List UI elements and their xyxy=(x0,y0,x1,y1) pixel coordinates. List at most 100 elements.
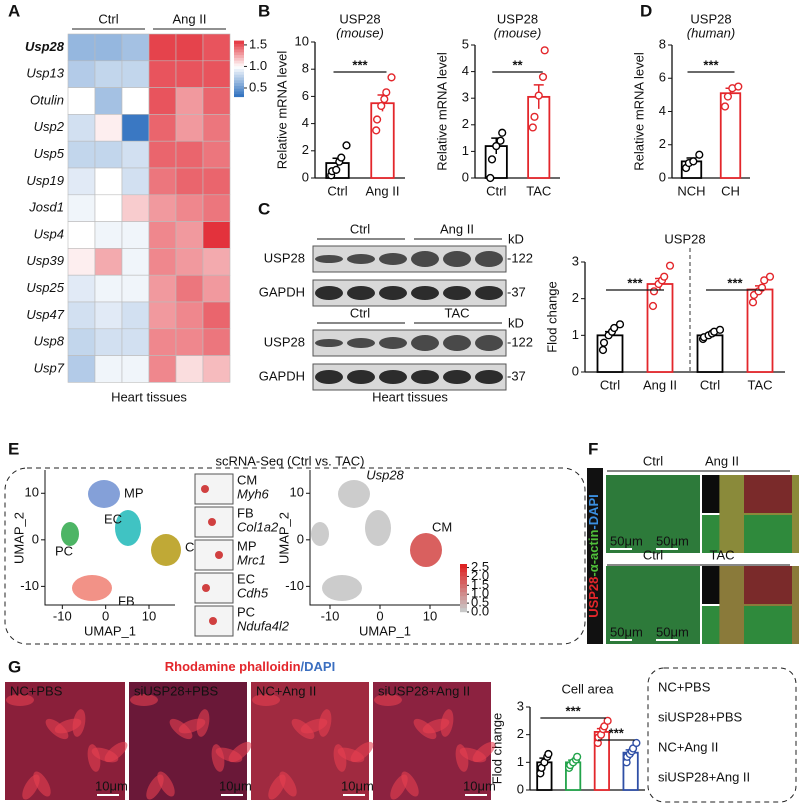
heat-cell xyxy=(94,60,123,88)
marker-gene: Ndufa4l2 xyxy=(237,618,290,633)
y-tick-label: 0 xyxy=(297,531,304,546)
scrna-title: scRNA-Seq (Ctrl vs. TAC) xyxy=(215,453,364,468)
cells-title-part: Rhodamine phalloidin xyxy=(165,659,301,674)
heat-cell xyxy=(148,301,177,330)
heat-cell xyxy=(67,33,96,62)
y-tick-label: 2 xyxy=(517,726,524,741)
colorbar-step xyxy=(460,596,467,601)
heat-cell xyxy=(94,140,123,169)
heat-cell xyxy=(175,33,204,62)
x-tick-label: Ctrl xyxy=(327,183,347,198)
row-label: Josd1 xyxy=(28,200,64,215)
blot-band xyxy=(411,251,439,267)
colorbar-step xyxy=(460,604,467,609)
gene-cluster: CM xyxy=(432,519,452,534)
row-label: Usp28 xyxy=(25,39,65,54)
blot-protein: USP28 xyxy=(264,250,305,265)
colorbar-label: 2.0 xyxy=(471,568,489,583)
heat-cell xyxy=(67,194,96,222)
data-point xyxy=(715,325,725,334)
heat-cell xyxy=(202,167,231,196)
x-tick-label: Ctrl xyxy=(600,377,620,392)
data-point xyxy=(599,338,609,347)
umap-axes xyxy=(44,470,175,606)
blot-protein: GAPDH xyxy=(259,284,305,299)
y-label: UMAP_2 xyxy=(11,512,26,564)
heat-cell xyxy=(121,87,150,115)
data-point xyxy=(382,88,391,97)
data-point xyxy=(723,92,733,101)
marker-spot xyxy=(215,551,223,559)
panel-label: E xyxy=(8,439,19,458)
cluster-blob xyxy=(61,522,79,546)
heat-cell xyxy=(202,194,231,222)
data-point xyxy=(734,82,743,91)
heat-cell xyxy=(148,33,177,62)
panel-label: D xyxy=(640,1,652,20)
panel-label: B xyxy=(258,1,270,20)
data-point xyxy=(598,345,608,355)
sig-label: *** xyxy=(609,725,625,740)
blot-band xyxy=(443,335,471,351)
x-label: UMAP_1 xyxy=(359,623,411,638)
cell-shape xyxy=(401,771,419,797)
scale-label: 50μm xyxy=(610,533,643,548)
blot-group: TAC xyxy=(444,305,469,320)
blot-band xyxy=(443,286,471,300)
heat-cell xyxy=(67,328,96,356)
cell-shape xyxy=(72,709,86,737)
data-point xyxy=(540,46,549,55)
heat-cell xyxy=(94,328,123,356)
x-tick-label: 0 xyxy=(376,608,383,623)
heat-cell xyxy=(94,167,123,196)
x-label: UMAP_1 xyxy=(84,623,136,638)
data-point xyxy=(610,323,619,333)
scale-label: 10μm xyxy=(219,778,252,793)
heat-cell xyxy=(148,221,177,249)
cells-title: Rhodamine phalloidin/DAPI xyxy=(165,659,335,674)
colorbar-step xyxy=(234,60,244,64)
image-label: siUSP28+PBS xyxy=(134,683,219,698)
cell-shape xyxy=(6,694,34,706)
blot-band xyxy=(315,255,343,263)
legend-entry: NC+Ang II xyxy=(658,739,718,754)
heat-cell xyxy=(121,328,150,356)
heat-cell xyxy=(94,221,123,249)
blot-band xyxy=(379,253,407,265)
heat-cell xyxy=(202,301,231,330)
panel-label: F xyxy=(588,439,598,458)
colorbar-step xyxy=(234,40,244,44)
heat-cell xyxy=(94,248,123,276)
heat-cell xyxy=(121,301,150,330)
data-point xyxy=(496,136,505,145)
data-point xyxy=(377,101,386,111)
chart-subtitle: (mouse) xyxy=(336,25,384,40)
data-point xyxy=(337,153,346,162)
y-tick-label: 10 xyxy=(295,33,309,48)
data-point xyxy=(373,115,382,124)
x-tick-label: Ctrl xyxy=(700,377,720,392)
colorbar-step xyxy=(234,82,244,86)
blot-band xyxy=(315,339,343,347)
blot-protein: GAPDH xyxy=(259,368,305,383)
heat-cell xyxy=(67,221,96,249)
heat-cell xyxy=(121,60,150,88)
data-point xyxy=(372,126,381,135)
colorbar-step xyxy=(234,77,244,81)
colorbar-label: 2.5 xyxy=(471,559,489,574)
heat-cell xyxy=(202,248,231,276)
blot-group: Ctrl xyxy=(350,221,370,236)
marker-gene: Myh6 xyxy=(237,486,270,501)
heat-cell xyxy=(67,274,96,303)
chart-title: USP28 xyxy=(497,11,538,26)
row-label: Usp5 xyxy=(34,146,65,161)
legend-entry: siUSP28+Ang II xyxy=(658,769,750,784)
chart-subtitle: (mouse) xyxy=(494,25,542,40)
chart-title: USP28 xyxy=(690,11,731,26)
data-point xyxy=(486,173,495,183)
heat-cell xyxy=(175,274,204,303)
y-tick-label: 5 xyxy=(462,36,469,51)
colorbar-step xyxy=(460,584,467,589)
colorbar-step xyxy=(234,65,244,70)
heat-cell xyxy=(202,355,231,383)
